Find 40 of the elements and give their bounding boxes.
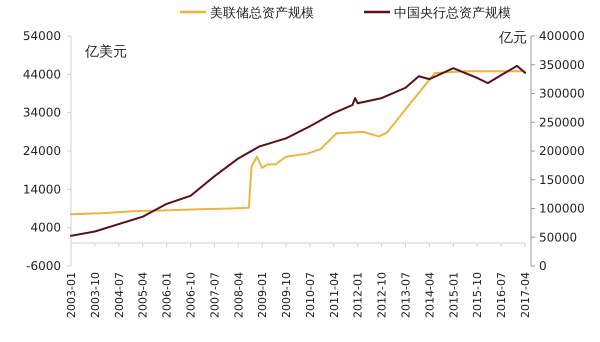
x-tick-label: 2016-07 [495, 272, 508, 318]
y2-tick-label: 400000 [539, 29, 585, 43]
y-tick-label: 44000 [22, 67, 61, 82]
x-tick-label: 2006-10 [184, 272, 198, 318]
x-tick-label: 2012-10 [376, 272, 389, 318]
x-tick-label: 2005-04 [136, 272, 150, 318]
x-tick-label: 2004-07 [112, 272, 126, 318]
y-tick-label: -6000 [26, 259, 61, 273]
y2-tick-label: 150000 [539, 172, 585, 187]
x-tick-label: 2009-01 [256, 272, 270, 318]
y-tick-label: 14000 [22, 182, 61, 196]
legend-label: 中国央行总资产规模 [394, 6, 511, 21]
y2-tick-label: 50000 [539, 230, 578, 244]
x-tick-label: 2003-10 [88, 272, 102, 318]
y-axis-title: 亿美元 [84, 44, 127, 60]
y-tick-label: 34000 [22, 106, 61, 120]
x-tick-label: 2015-10 [471, 272, 484, 318]
x-tick-label: 2008-04 [232, 272, 246, 318]
y2-tick-label: 250000 [539, 115, 585, 130]
y-tick-label: 24000 [22, 144, 61, 158]
y2-tick-label: 0 [539, 259, 547, 273]
x-tick-label: 2017-04 [519, 272, 532, 318]
x-tick-label: 2014-04 [423, 272, 436, 318]
x-tick-label: 2015-01 [447, 272, 460, 318]
y2-tick-label: 200000 [539, 144, 585, 158]
y2-axis-title: 亿元 [498, 30, 527, 46]
y-tick-label: 54000 [22, 29, 61, 43]
y2-tick-label: 300000 [539, 86, 585, 100]
x-tick-label: 2010-07 [304, 272, 317, 318]
x-tick-label: 2003-01 [65, 272, 78, 318]
y2-tick-label: 350000 [539, 58, 585, 72]
x-tick-label: 2009-10 [280, 272, 294, 318]
legend-label: 美联储总资产规模 [210, 5, 314, 21]
x-tick-label: 2011-04 [328, 272, 341, 318]
y-tick-label: 4000 [30, 220, 61, 235]
y2-tick-label: 100000 [539, 202, 585, 216]
x-tick-label: 2012-01 [352, 272, 365, 318]
x-tick-label: 2006-01 [160, 272, 174, 318]
x-tick-label: 2013-07 [400, 272, 413, 318]
x-tick-label: 2007-07 [208, 272, 222, 318]
